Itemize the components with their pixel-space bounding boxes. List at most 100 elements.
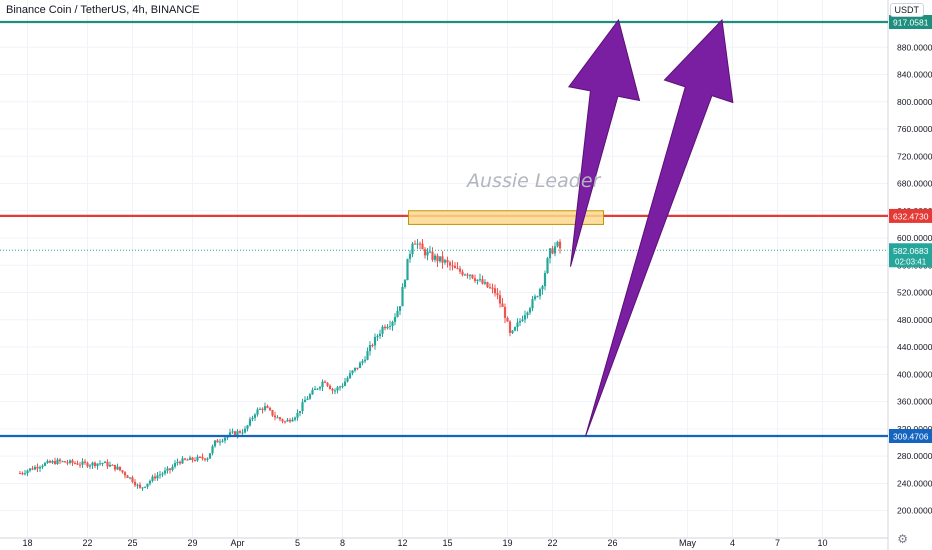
candle (141, 487, 144, 489)
candle (551, 248, 554, 254)
candle (186, 459, 189, 461)
candle (91, 462, 94, 466)
candle (556, 241, 559, 247)
candle (508, 321, 512, 333)
candle (391, 321, 394, 326)
candle (76, 463, 79, 465)
candle (353, 367, 357, 371)
x-tick-label: 7 (775, 538, 780, 548)
candle (548, 248, 552, 259)
candle (541, 286, 544, 290)
candle (198, 456, 202, 458)
candle (123, 472, 127, 476)
candle (176, 461, 179, 464)
y-tick-label: 520.0000 (897, 288, 932, 298)
candle (343, 381, 347, 386)
candle (208, 453, 212, 459)
candle (468, 274, 472, 276)
candle (238, 431, 242, 433)
candle (448, 262, 452, 266)
candle (421, 243, 424, 250)
candle (121, 470, 124, 473)
candle (363, 359, 367, 362)
candle (218, 441, 222, 443)
candle (446, 260, 449, 263)
candle (268, 407, 272, 411)
candle (321, 381, 324, 388)
candle (66, 462, 69, 464)
candle (496, 293, 499, 296)
candle (71, 460, 74, 463)
candle (516, 322, 519, 328)
candle (38, 467, 42, 469)
candle (336, 387, 339, 391)
candle (168, 468, 172, 471)
candle (386, 326, 389, 329)
candle (251, 417, 254, 420)
candle (216, 440, 219, 443)
chart-title: Binance Coin / TetherUS, 4h, BINANCE (6, 4, 200, 16)
gear-icon[interactable]: ⚙ (897, 532, 908, 546)
candle (283, 421, 287, 423)
candle (111, 464, 114, 466)
candle (308, 394, 312, 399)
candle (23, 473, 27, 475)
candle (388, 325, 392, 327)
candle (523, 315, 527, 320)
candle (513, 327, 517, 331)
y-tick-label: 880.0000 (897, 42, 932, 52)
resistance-zone (408, 210, 604, 225)
x-tick-label: 5 (295, 538, 300, 548)
candle (271, 410, 274, 416)
candle (161, 473, 164, 475)
candle (531, 299, 534, 309)
candle (331, 389, 334, 391)
candle (423, 249, 427, 256)
candle (33, 466, 37, 470)
candle (253, 414, 257, 418)
candle (316, 388, 319, 390)
candle (546, 258, 549, 273)
candle (333, 390, 337, 392)
candle (456, 268, 459, 270)
candle (278, 417, 282, 420)
candle (451, 265, 454, 267)
candle (481, 279, 484, 284)
candle (501, 303, 504, 307)
candle (188, 457, 192, 461)
y-tick-label: 720.0000 (897, 151, 932, 161)
candle (431, 251, 434, 260)
candle (356, 367, 359, 369)
candle (256, 409, 259, 415)
candle (288, 419, 292, 422)
candle (276, 417, 279, 419)
candle (478, 279, 482, 281)
candle (223, 437, 227, 441)
candle (471, 274, 474, 279)
candle (116, 466, 119, 470)
candle (426, 251, 429, 256)
candle (31, 468, 34, 470)
y-tick-label: 800.0000 (897, 97, 932, 107)
y-tick-label: 400.0000 (897, 369, 932, 379)
candle (368, 345, 372, 352)
candle (106, 461, 109, 467)
candle (346, 378, 349, 382)
candle (411, 243, 414, 254)
candle (233, 431, 237, 435)
x-tick-label: 8 (340, 538, 345, 548)
y-tick-label: 320.0000 (897, 424, 932, 434)
candle (68, 460, 72, 463)
candle (101, 463, 104, 465)
candle (403, 280, 407, 287)
currency-button[interactable]: USDT (889, 3, 924, 17)
projection-arrow (567, 18, 641, 267)
candle (311, 389, 314, 395)
candle (483, 282, 487, 284)
candle (221, 440, 224, 442)
candle (281, 419, 284, 422)
candle (491, 287, 494, 289)
candle (171, 466, 174, 471)
candle (48, 460, 52, 463)
